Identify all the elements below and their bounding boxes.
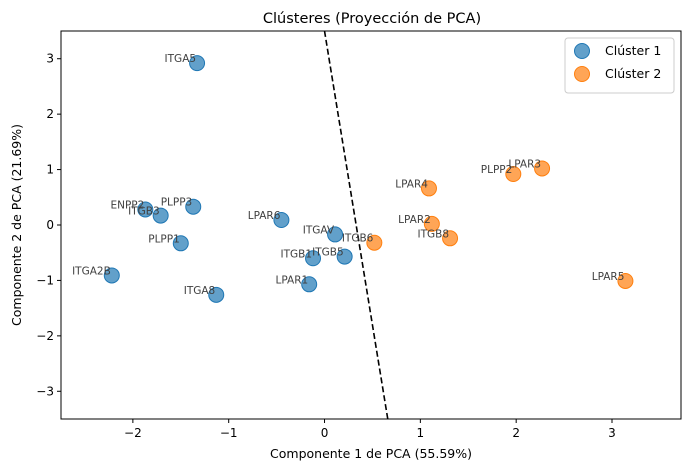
legend: Clúster 1 Clúster 2 [564, 37, 675, 94]
point-lpar3 [534, 160, 551, 177]
point-itgb5 [336, 248, 353, 265]
x-axis-label: Componente 1 de PCA (55.59%) [270, 446, 472, 461]
point-label-lpar3: LPAR3 [508, 158, 541, 170]
point-itga8 [208, 286, 225, 303]
x-tick-label: −1 [220, 426, 238, 440]
legend-label-cluster-2: Clúster 2 [605, 66, 661, 81]
point-label-plpp2: PLPP2 [481, 164, 513, 176]
point-label-itgb5: ITGB5 [312, 247, 344, 259]
y-tick-label: 0 [46, 218, 54, 232]
point-label-itgb8: ITGB8 [418, 228, 450, 240]
chart-title: Clústeres (Proyección de PCA) [263, 11, 481, 27]
point-label-lpar6: LPAR6 [248, 210, 281, 222]
point-plpp3 [185, 198, 202, 215]
y-tick-label: 3 [46, 52, 54, 66]
point-lpar6 [273, 212, 290, 229]
point-plpp1 [172, 235, 189, 252]
x-axis: −2 −1 0 1 2 3 [124, 419, 616, 440]
point-itga2b [103, 267, 120, 284]
boundary-line [323, 30, 389, 420]
point-itgav [327, 226, 344, 243]
point-label-itgb6: ITGB6 [342, 233, 374, 245]
point-label-itga5: ITGA5 [165, 53, 197, 65]
point-label-itgav: ITGAV [303, 224, 335, 236]
point-lpar1 [301, 276, 318, 293]
point-lpar4 [420, 180, 437, 197]
x-tick-label: 2 [512, 426, 520, 440]
point-label-itga2b: ITGA2B [72, 265, 111, 277]
point-plpp2 [505, 166, 522, 183]
point-itgb3 [152, 207, 169, 224]
point-label-enpp2: ENPP2 [110, 199, 144, 211]
point-label-lpar5: LPAR5 [592, 271, 625, 283]
point-itga5 [189, 55, 206, 72]
legend-label-cluster-1: Clúster 1 [605, 43, 661, 58]
y-tick-label: 1 [46, 163, 54, 177]
legend-marker-cluster-2 [574, 66, 590, 82]
x-tick-label: −2 [124, 426, 142, 440]
y-tick-label: −1 [36, 273, 54, 287]
y-axis: −3 −2 −1 0 1 2 3 [36, 52, 61, 398]
point-label-plpp3: PLPP3 [161, 197, 193, 209]
point-label-lpar1: LPAR1 [276, 274, 309, 286]
point-label-plpp1: PLPP1 [148, 233, 180, 245]
point-label-itgb1: ITGB1 [280, 248, 312, 260]
point-label-lpar2: LPAR2 [398, 214, 431, 226]
y-tick-label: −3 [36, 384, 54, 398]
point-itgb6 [366, 234, 383, 251]
x-tick-label: 0 [321, 426, 329, 440]
point-lpar5 [617, 272, 634, 289]
point-label-itgb3: ITGB3 [128, 206, 160, 218]
legend-box [564, 37, 675, 94]
decision-boundary [323, 30, 389, 420]
point-label-lpar4: LPAR4 [395, 178, 428, 190]
x-tick-label: 3 [608, 426, 616, 440]
y-tick-label: −2 [36, 329, 54, 343]
point-itgb8 [442, 230, 459, 247]
y-axis-label: Componente 2 de PCA (21.69%) [9, 124, 24, 326]
point-lpar2 [423, 215, 440, 232]
point-itgb1 [305, 250, 322, 267]
x-tick-label: 1 [417, 426, 425, 440]
scatter-points [103, 55, 634, 303]
legend-marker-cluster-1 [574, 43, 590, 59]
point-enpp2 [137, 201, 154, 218]
y-tick-label: 2 [46, 107, 54, 121]
point-label-itga8: ITGA8 [184, 285, 216, 297]
